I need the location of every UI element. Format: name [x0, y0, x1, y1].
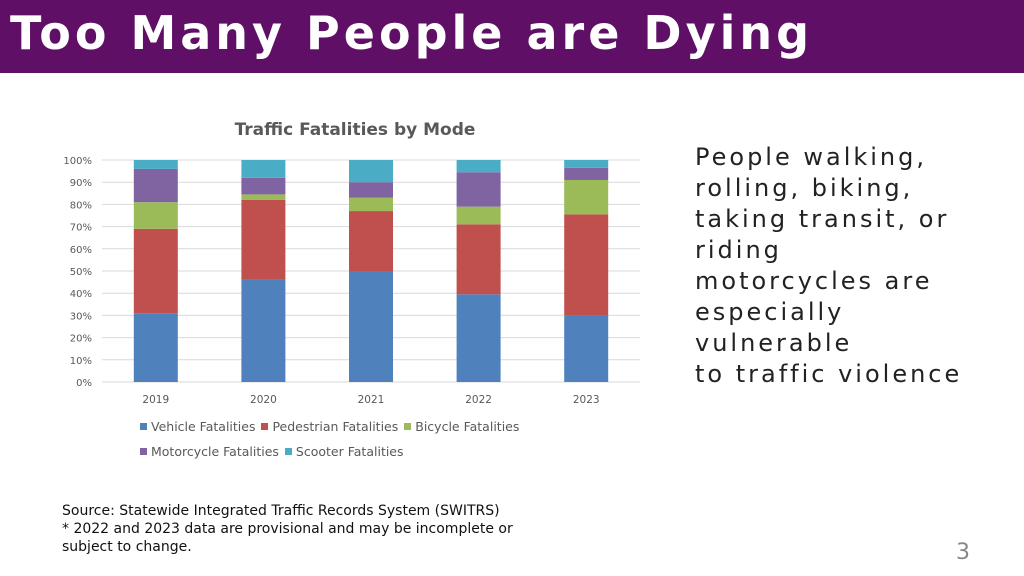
legend-label: Motorcycle Fatalities	[151, 444, 279, 459]
provisional-note: * 2022 and 2023 data are provisional and…	[62, 521, 513, 537]
legend-item: Bicycle Fatalities	[404, 419, 519, 434]
bar-segment-pedestrian-fatalities	[564, 214, 609, 316]
side-text-line: vulnerable	[695, 329, 853, 357]
legend-swatch	[140, 423, 147, 430]
y-tick-label: 60%	[70, 245, 92, 256]
side-text-line: to traffic violence	[695, 360, 963, 388]
y-tick-label: 40%	[70, 289, 92, 300]
bar-segment-vehicle-fatalities	[456, 294, 501, 382]
legend-label: Scooter Fatalities	[295, 444, 404, 459]
bar-segment-pedestrian-fatalities	[133, 228, 178, 314]
bar-segment-motorcycle-fatalities	[241, 177, 286, 195]
legend-swatch	[284, 448, 292, 455]
bar-segment-bicycle-fatalities	[349, 197, 393, 212]
legend-label: Pedestrian Fatalities	[272, 419, 399, 434]
x-tick-label: 2021	[358, 394, 385, 406]
bar-segment-bicycle-fatalities	[133, 202, 178, 229]
legend-swatch	[261, 423, 269, 430]
x-tick-label: 2020	[250, 394, 277, 406]
x-tick-label: 2023	[573, 394, 600, 406]
bar-segment-vehicle-fatalities	[564, 315, 609, 382]
provisional-note-cont: subject to change.	[62, 539, 192, 555]
stacked-bar-chart: 0% 10% 20% 30% 40% 50% 60% 70% 80% 90% 100% 2019 202…	[63, 156, 640, 406]
y-tick-label: 30%	[70, 311, 92, 322]
x-tick-label: 2022	[465, 394, 492, 406]
bar-segment-bicycle-fatalities	[241, 194, 286, 200]
source-note: Source: Statewide Integrated Traffic Rec…	[62, 502, 513, 556]
bar-segment-motorcycle-fatalities	[564, 167, 609, 180]
side-text-line: riding	[695, 236, 782, 264]
chart-legend: Vehicle Fatalities Pedestrian Fatalities B…	[140, 419, 580, 469]
legend-item: Motorcycle Fatalities	[140, 444, 279, 459]
legend-label: Bicycle Fatalities	[415, 419, 520, 434]
y-tick-label: 0%	[76, 378, 92, 389]
title-banner: Too Many People are Dying	[0, 0, 1024, 73]
y-tick-label: 50%	[70, 267, 92, 278]
side-text-line: People walking,	[695, 143, 928, 171]
x-tick-label: 2019	[142, 394, 169, 406]
page-number: 3	[956, 540, 970, 565]
legend-item: Pedestrian Fatalities	[261, 419, 398, 434]
side-text-line: rolling, biking,	[695, 174, 914, 202]
bar-segment-bicycle-fatalities	[456, 206, 501, 225]
y-tick-label: 20%	[70, 334, 92, 345]
legend-item: Vehicle Fatalities	[140, 419, 255, 434]
bar-segment-motorcycle-fatalities	[456, 172, 501, 207]
bar-segment-motorcycle-fatalities	[349, 182, 393, 198]
bar-segment-scooter-fatalities	[349, 160, 393, 183]
bar-segment-scooter-fatalities	[133, 160, 178, 169]
bar-segment-motorcycle-fatalities	[133, 168, 178, 203]
bar-segment-pedestrian-fatalities	[241, 199, 286, 280]
legend-swatch	[404, 423, 412, 430]
legend-swatch	[140, 448, 147, 455]
bar-segment-vehicle-fatalities	[241, 279, 286, 382]
y-tick-label: 90%	[70, 178, 92, 189]
legend-item: Scooter Fatalities	[284, 444, 404, 459]
y-tick-label: 100%	[63, 156, 92, 167]
source-line: Source: Statewide Integrated Traffic Rec…	[62, 503, 500, 519]
bar-segment-scooter-fatalities	[241, 160, 286, 178]
legend-label: Vehicle Fatalities	[151, 419, 256, 434]
y-tick-label: 70%	[70, 223, 92, 234]
bar-segment-vehicle-fatalities	[133, 313, 178, 382]
y-tick-label: 10%	[70, 356, 92, 367]
bar-segment-scooter-fatalities	[456, 160, 501, 173]
bar-segment-vehicle-fatalities	[349, 271, 393, 382]
chart-title: Traffic Fatalities by Mode	[234, 120, 476, 140]
page-title: Too Many People are Dying	[10, 6, 814, 60]
bar-segment-scooter-fatalities	[564, 160, 609, 168]
bar-segment-pedestrian-fatalities	[456, 224, 501, 295]
side-text-line: motorcycles are	[695, 267, 933, 295]
side-text-line: especially	[695, 298, 845, 326]
side-text: People walking, rolling, biking, taking tr…	[695, 142, 995, 390]
side-text-line: taking transit, or	[695, 205, 950, 233]
bar-segment-pedestrian-fatalities	[349, 211, 393, 271]
y-tick-label: 80%	[70, 200, 92, 211]
bar-segment-bicycle-fatalities	[564, 179, 609, 215]
